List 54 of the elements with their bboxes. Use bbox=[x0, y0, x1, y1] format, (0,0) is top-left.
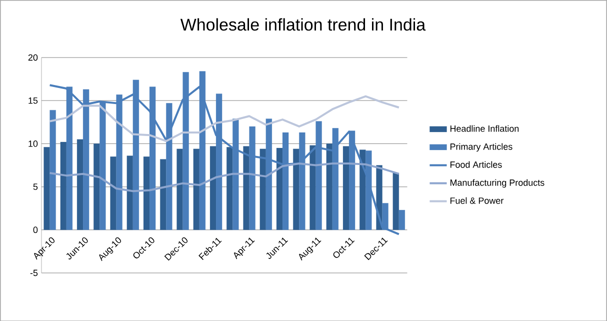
bar bbox=[116, 94, 122, 230]
bar bbox=[94, 143, 100, 230]
bar bbox=[50, 110, 56, 230]
bar bbox=[100, 102, 106, 230]
bar bbox=[260, 148, 266, 230]
y-tick-label: 20 bbox=[28, 54, 38, 60]
line-series bbox=[48, 162, 400, 192]
bar bbox=[366, 150, 372, 230]
legend-label: Headline Inflation bbox=[450, 124, 519, 132]
bar bbox=[276, 148, 283, 230]
bar bbox=[166, 102, 172, 230]
bar bbox=[293, 148, 300, 230]
bar bbox=[398, 210, 405, 230]
bar bbox=[66, 86, 72, 230]
bar bbox=[193, 148, 200, 230]
bar bbox=[210, 146, 216, 230]
bar bbox=[392, 172, 399, 230]
bar bbox=[110, 156, 116, 230]
bar bbox=[249, 126, 256, 230]
legend-label: Primary Articles bbox=[450, 142, 512, 152]
bar bbox=[226, 146, 233, 230]
line-series bbox=[48, 95, 400, 142]
bar bbox=[348, 130, 356, 230]
bar bbox=[126, 155, 133, 230]
legend-label: Food Articles bbox=[450, 161, 502, 168]
y-tick-label: 0 bbox=[33, 226, 38, 233]
bar bbox=[316, 121, 322, 230]
bar bbox=[76, 139, 84, 230]
bar bbox=[82, 89, 90, 230]
bar bbox=[143, 156, 150, 230]
bar bbox=[232, 118, 239, 230]
bar bbox=[44, 146, 50, 230]
bar bbox=[310, 145, 316, 230]
y-tick-label: 10 bbox=[28, 140, 38, 147]
y-tick-label: 15 bbox=[28, 97, 38, 104]
bar bbox=[326, 143, 332, 230]
bar bbox=[160, 158, 166, 230]
bar bbox=[360, 149, 366, 230]
bar bbox=[299, 132, 306, 230]
bar bbox=[243, 146, 250, 230]
legend-label: Manufacturing Products bbox=[450, 179, 544, 188]
chart-title: Wholesale inflation trend in India bbox=[180, 18, 426, 30]
y-tick-label: 5 bbox=[33, 183, 38, 190]
bar bbox=[342, 146, 350, 230]
bar bbox=[60, 142, 66, 230]
bar bbox=[266, 118, 272, 230]
y-tick-label: -5 bbox=[30, 270, 38, 276]
bar bbox=[149, 86, 156, 230]
bar bbox=[332, 128, 338, 230]
legend-label: Fuel & Power bbox=[450, 197, 504, 204]
bar bbox=[216, 93, 222, 230]
bar bbox=[176, 148, 183, 230]
bar bbox=[282, 132, 289, 230]
bar bbox=[382, 202, 388, 230]
